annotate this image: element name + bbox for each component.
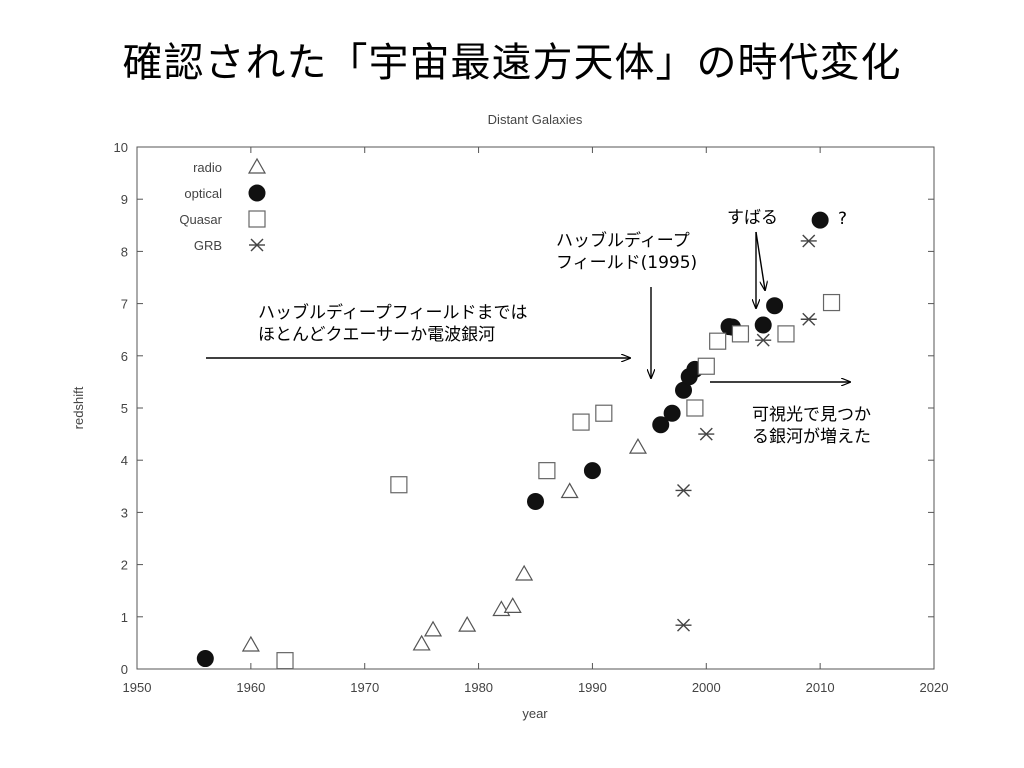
grb-point bbox=[675, 483, 692, 497]
quasar-point bbox=[390, 476, 408, 494]
legend-marker bbox=[248, 210, 266, 228]
legend-marker bbox=[249, 238, 265, 252]
y-tick-label: 8 bbox=[121, 244, 128, 259]
optical-note-line2: る銀河が増えた bbox=[752, 427, 871, 447]
legend-label: GRB bbox=[194, 238, 222, 253]
data-points bbox=[196, 211, 841, 670]
quasar-point bbox=[709, 332, 727, 350]
y-tick-label: 0 bbox=[121, 662, 128, 677]
x-tick-label: 1980 bbox=[464, 680, 493, 695]
optical-point bbox=[196, 650, 214, 668]
hdf-label: ハッブルディープ フィールド(1995) bbox=[556, 230, 697, 274]
grb-point bbox=[675, 618, 692, 632]
y-axis: 0 1 2 3 4 5 6 7 8 9 10 bbox=[114, 140, 934, 677]
x-axis: 1950 1960 1970 1980 1990 2000 2010 2020 bbox=[123, 147, 949, 695]
radio-point bbox=[628, 437, 648, 454]
legend-label: optical bbox=[184, 186, 222, 201]
x-tick-label: 1990 bbox=[578, 680, 607, 695]
y-tick-label: 6 bbox=[121, 349, 128, 364]
legend-marker bbox=[247, 157, 267, 174]
y-tick-label: 9 bbox=[121, 192, 128, 207]
optical-point bbox=[754, 316, 772, 334]
radio-point bbox=[412, 634, 431, 651]
radio-point bbox=[423, 620, 443, 637]
y-tick-label: 4 bbox=[121, 453, 128, 468]
legend-marker bbox=[248, 184, 266, 202]
optical-note-line1: 可視光で見つか bbox=[752, 405, 871, 425]
hdf-label-line1: ハッブルディープ bbox=[556, 231, 690, 251]
legend: radio optical Quasar GRB bbox=[179, 157, 267, 253]
grb-point bbox=[800, 312, 817, 326]
quasar-point bbox=[276, 652, 294, 670]
hdf-label-line2: フィールド(1995) bbox=[556, 253, 698, 273]
hdf-note-line1: ハッブルディープフィールドまでは bbox=[258, 303, 528, 323]
radio-point bbox=[560, 482, 579, 499]
y-tick-label: 5 bbox=[121, 401, 128, 416]
optical-point bbox=[811, 211, 829, 229]
quasar-point bbox=[777, 325, 795, 343]
y-tick-label: 10 bbox=[114, 140, 128, 155]
x-axis-label: year bbox=[522, 706, 548, 721]
quasar-point bbox=[822, 293, 841, 312]
quasar-point bbox=[731, 325, 750, 343]
y-tick-label: 1 bbox=[121, 610, 128, 625]
optical-point bbox=[583, 462, 601, 480]
radio-point bbox=[458, 615, 477, 632]
x-tick-label: 2010 bbox=[806, 680, 835, 695]
y-tick-label: 2 bbox=[121, 558, 128, 573]
subaru-label: すばる bbox=[727, 208, 778, 228]
y-tick-label: 3 bbox=[121, 505, 128, 520]
quasar-point bbox=[595, 404, 613, 422]
x-tick-label: 2000 bbox=[692, 680, 721, 695]
quasar-point bbox=[686, 399, 704, 417]
optical-point bbox=[663, 404, 681, 422]
quasar-point bbox=[697, 357, 715, 375]
y-axis-label: redshift bbox=[71, 386, 86, 429]
radio-point bbox=[503, 597, 522, 613]
hdf-note-line2: ほとんどクエーサーか電波銀河 bbox=[258, 325, 496, 345]
grb-point bbox=[800, 234, 817, 248]
hdf-note: ハッブルディープフィールドまでは ほとんどクエーサーか電波銀河 bbox=[258, 302, 527, 346]
x-tick-label: 1970 bbox=[350, 680, 379, 695]
radio-point bbox=[241, 635, 260, 652]
y-tick-label: 7 bbox=[121, 297, 128, 312]
grb-point bbox=[755, 333, 772, 347]
question-mark: ? bbox=[838, 209, 848, 229]
quasar-point bbox=[572, 413, 590, 431]
chart-title: Distant Galaxies bbox=[488, 112, 583, 127]
quasar-point bbox=[538, 462, 556, 480]
grb-point bbox=[698, 427, 715, 441]
legend-label: radio bbox=[193, 160, 222, 175]
x-tick-label: 1960 bbox=[236, 680, 265, 695]
x-tick-label: 2020 bbox=[920, 680, 949, 695]
optical-point bbox=[766, 297, 784, 315]
subaru-arrow-2 bbox=[755, 231, 765, 290]
optical-note: 可視光で見つか る銀河が増えた bbox=[752, 404, 871, 448]
optical-point bbox=[527, 492, 544, 510]
x-tick-label: 1950 bbox=[123, 680, 152, 695]
slide-title: 確認された「宇宙最遠方天体」の時代変化 bbox=[122, 40, 902, 86]
legend-label: Quasar bbox=[179, 212, 222, 227]
radio-point bbox=[515, 564, 534, 581]
optical-point bbox=[652, 416, 670, 434]
